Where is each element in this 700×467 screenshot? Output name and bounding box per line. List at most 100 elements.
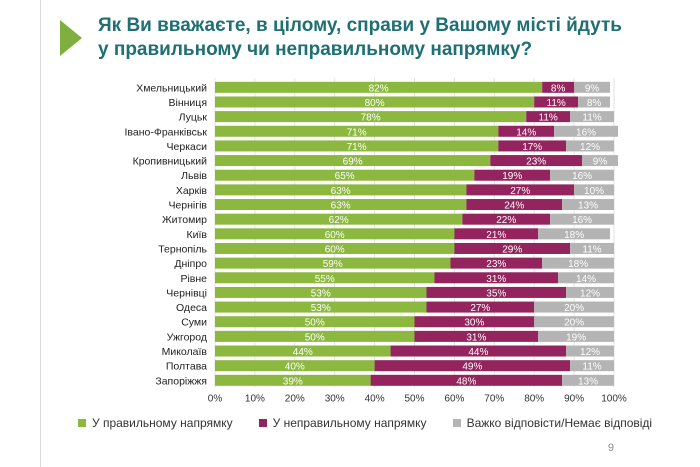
- category-label: Кропивницький: [133, 156, 208, 168]
- data-label: 10%: [584, 186, 604, 197]
- data-label: 53%: [311, 303, 331, 314]
- bar-segment-unsure: [570, 360, 614, 372]
- data-label: 23%: [486, 259, 506, 270]
- bar-segment-wrong: [534, 96, 579, 108]
- bar-segment-right: [215, 330, 415, 342]
- x-tick-label: 40%: [365, 394, 385, 405]
- bar-segment-wrong: [466, 199, 563, 211]
- data-label: 62%: [329, 215, 349, 226]
- bar-segment-wrong: [450, 257, 543, 269]
- bar-segment-unsure: [570, 242, 614, 254]
- legend-label-unsure: Важко відповісти/Немає відповіді: [466, 416, 653, 430]
- category-label: Рівне: [180, 273, 207, 285]
- bar-segment-wrong: [426, 286, 567, 298]
- data-label: 19%: [566, 332, 586, 343]
- data-label: 55%: [315, 274, 335, 285]
- bar-segment-right: [215, 213, 463, 225]
- title-line-2: у правильному чи неправильному напрямку?: [98, 39, 533, 60]
- category-label: Ужгород: [167, 331, 207, 343]
- category-label: Львів: [181, 170, 207, 182]
- bar-segment-unsure: [566, 286, 614, 298]
- data-label: 8%: [587, 98, 602, 109]
- data-label: 60%: [325, 244, 345, 255]
- category-label: Миколаїв: [162, 346, 208, 358]
- bar-segment-unsure: [538, 330, 614, 342]
- bar-segment-right: [215, 286, 427, 298]
- bar-segment-wrong: [390, 345, 567, 357]
- data-label: 78%: [361, 113, 381, 124]
- category-label: Одеса: [176, 302, 207, 314]
- data-label: 12%: [580, 347, 600, 358]
- data-label: 35%: [486, 288, 506, 299]
- bar-segment-wrong: [526, 111, 571, 123]
- x-tick-label: 50%: [404, 394, 424, 405]
- bar-segment-right: [215, 257, 451, 269]
- chart-legend: У правильному напрямку У неправильному н…: [78, 416, 652, 430]
- data-label: 9%: [593, 157, 608, 168]
- data-label: 65%: [335, 171, 355, 182]
- data-label: 80%: [365, 98, 385, 109]
- data-label: 16%: [572, 215, 592, 226]
- bar-segment-unsure: [566, 140, 614, 152]
- bar-segment-right: [215, 155, 491, 167]
- data-label: 18%: [568, 259, 588, 270]
- data-label: 11%: [547, 98, 566, 109]
- category-label: Суми: [181, 317, 207, 329]
- category-label: Дніпро: [174, 258, 207, 270]
- data-label: 30%: [464, 318, 484, 329]
- data-label: 44%: [293, 347, 313, 358]
- legend-label-wrong: У неправильному напрямку: [272, 416, 427, 430]
- data-label: 60%: [325, 230, 345, 241]
- legend-swatch-right: [78, 419, 86, 427]
- bar-segment-wrong: [434, 272, 559, 284]
- bar-segment-wrong: [454, 242, 571, 254]
- category-label: Івано-Франківськ: [124, 126, 207, 138]
- bar-segment-wrong: [490, 155, 583, 167]
- bar-segment-wrong: [414, 316, 535, 328]
- bar-segment-wrong: [474, 169, 551, 181]
- data-label: 13%: [578, 376, 598, 387]
- data-label: 16%: [576, 127, 596, 138]
- bar-segment-right: [215, 111, 527, 123]
- data-label: 27%: [510, 186, 530, 197]
- bar-segment-right: [215, 272, 435, 284]
- data-label: 63%: [331, 186, 351, 197]
- bar-segment-wrong: [454, 228, 539, 240]
- x-tick-label: 90%: [564, 394, 584, 405]
- data-label: 18%: [564, 230, 584, 241]
- bar-segment-unsure: [538, 228, 611, 240]
- title-line-1: Як Ви вважаєте, в цілому, справи у Вашом…: [98, 15, 622, 36]
- bar-segment-right: [215, 301, 427, 313]
- bar-segment-right: [215, 374, 371, 386]
- bar-segment-right: [215, 184, 467, 196]
- category-label: Полтава: [166, 361, 207, 373]
- data-label: 39%: [283, 376, 303, 387]
- data-label: 24%: [504, 201, 524, 212]
- x-tick-label: 100%: [601, 394, 627, 405]
- data-label: 44%: [468, 347, 488, 358]
- legend-swatch-wrong: [258, 419, 267, 427]
- data-label: 48%: [456, 376, 476, 387]
- data-label: 21%: [486, 230, 506, 241]
- data-label: 63%: [331, 201, 351, 212]
- data-label: 17%: [522, 142, 542, 153]
- bar-segment-unsure: [550, 213, 614, 225]
- data-label: 50%: [305, 332, 325, 343]
- data-label: 11%: [539, 113, 558, 124]
- bar-segment-wrong: [498, 125, 555, 137]
- page-title: Як Ви вважаєте, в цілому, справи у Вашом…: [98, 14, 658, 62]
- data-label: 19%: [502, 171, 522, 182]
- category-label: Запоріжжя: [155, 375, 207, 387]
- bar-segment-wrong: [462, 213, 551, 225]
- bar-segment-right: [215, 125, 499, 137]
- category-label: Вінниця: [169, 97, 208, 109]
- left-divider-line: [40, 0, 41, 467]
- x-tick-label: 60%: [444, 394, 464, 405]
- bar-segment-wrong: [370, 374, 563, 386]
- data-label: 27%: [470, 303, 490, 314]
- category-label: Чернігів: [168, 200, 207, 212]
- bar-segment-unsure: [562, 199, 614, 211]
- data-label: 31%: [466, 332, 486, 343]
- data-label: 11%: [582, 244, 601, 255]
- category-label: Житомир: [162, 214, 207, 226]
